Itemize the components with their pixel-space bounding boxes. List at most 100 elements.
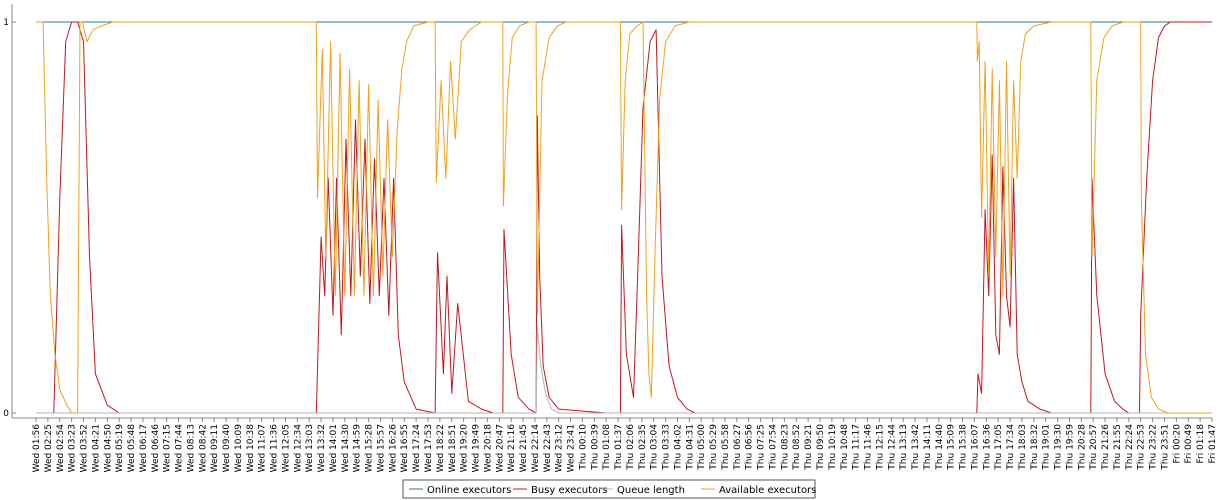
x-tick-label: Thu 16:07 (970, 424, 980, 471)
x-tick-label: Thu 22:24 (1125, 424, 1135, 471)
y-tick-label: 1 (3, 18, 9, 28)
x-tick-label: Thu 13:13 (899, 424, 909, 471)
x-tick-label: Thu 11:46 (864, 424, 874, 471)
x-tick-label: Thu 05:00 (697, 424, 707, 471)
x-tick-label: Wed 14:59 (353, 424, 363, 473)
x-tick-label: Thu 12:15 (875, 424, 885, 471)
x-tick-label: Thu 06:56 (745, 424, 755, 471)
x-tick-label: Thu 19:01 (1042, 424, 1052, 471)
x-tick-label: Wed 20:47 (495, 424, 505, 472)
x-tick-label: Wed 09:40 (222, 424, 232, 473)
x-tick-label: Wed 20:18 (483, 424, 493, 473)
x-tick-label: Thu 17:34 (1006, 424, 1016, 471)
x-tick-label: Thu 07:54 (768, 424, 778, 471)
plot-background (12, 4, 1212, 418)
x-tick-label: Wed 10:09 (234, 424, 244, 473)
x-tick-label: Thu 22:53 (1137, 424, 1147, 471)
x-tick-label: Thu 20:57 (1089, 424, 1099, 471)
x-tick-label: Wed 12:05 (281, 424, 291, 472)
x-tick-label: Thu 18:32 (1030, 424, 1040, 471)
x-tick-label: Wed 14:30 (341, 424, 351, 473)
x-tick-label: Wed 07:44 (175, 424, 185, 473)
x-tick-label: Fri 00:20 (1172, 424, 1182, 464)
x-tick-label: Wed 11:07 (258, 424, 268, 472)
x-tick-label: Thu 04:02 (673, 424, 683, 471)
x-tick-label: Wed 01:56 (32, 424, 42, 473)
legend-entry: Busy executors (531, 485, 607, 496)
x-tick-label: Wed 11:36 (270, 424, 280, 473)
x-tick-label: Wed 23:12 (555, 424, 565, 472)
x-tick-label: Thu 01:08 (602, 424, 612, 471)
x-tick-label: Thu 19:59 (1065, 424, 1075, 471)
x-tick-label: Wed 19:49 (472, 424, 482, 473)
x-tick-label: Thu 00:10 (578, 424, 588, 471)
x-tick-label: Thu 19:30 (1054, 424, 1064, 471)
x-tick-label: Wed 06:46 (151, 424, 161, 473)
x-tick-label: Wed 13:32 (317, 424, 327, 472)
x-tick-label: Thu 08:52 (792, 424, 802, 471)
x-tick-label: Thu 20:28 (1077, 424, 1087, 471)
y-axis-ticks: 01 (3, 18, 16, 419)
x-tick-label: Thu 09:50 (816, 424, 826, 471)
x-tick-label: Wed 02:54 (56, 424, 66, 473)
y-tick-label: 0 (3, 409, 9, 419)
x-tick-label: Wed 14:01 (329, 424, 339, 472)
x-tick-label: Fri 01:47 (1208, 424, 1218, 464)
x-tick-label: Wed 18:22 (436, 424, 446, 472)
x-tick-label: Wed 13:03 (305, 424, 315, 472)
x-tick-label: Wed 16:55 (400, 424, 410, 472)
x-tick-label: Wed 19:20 (460, 424, 470, 473)
legend: Online executors Busy executors Queue leng… (402, 479, 816, 499)
x-tick-label: Thu 09:21 (804, 424, 814, 471)
x-axis-ticks: Wed 01:56 Wed 02:25 Wed 02:54 Wed 03:23 Wed … (32, 418, 1218, 472)
x-tick-label: Wed 22:14 (531, 424, 541, 473)
series-lines (36, 21, 1212, 414)
series-line-busy-executors (36, 21, 1212, 414)
x-tick-label: Wed 08:13 (186, 424, 196, 472)
x-tick-label: Wed 07:15 (163, 424, 173, 472)
x-tick-label: Thu 02:06 (626, 424, 636, 471)
x-tick-label: Wed 10:38 (246, 424, 256, 473)
x-tick-label: Thu 07:25 (757, 424, 767, 471)
x-tick-label: Wed 04:21 (91, 424, 101, 472)
x-tick-label: Thu 04:31 (685, 424, 695, 471)
x-tick-label: Thu 01:37 (614, 424, 624, 471)
legend-entry: Available executors (719, 485, 816, 496)
x-tick-label: Thu 15:38 (959, 424, 969, 471)
plot-area (11, 4, 1212, 419)
x-tick-label: Wed 09:11 (210, 424, 220, 472)
x-tick-label: Thu 06:27 (733, 424, 743, 471)
x-tick-label: Wed 17:24 (412, 424, 422, 473)
x-tick-label: Thu 03:04 (650, 424, 660, 471)
x-tick-label: Wed 18:51 (448, 424, 458, 472)
x-tick-label: Wed 04:50 (103, 424, 113, 473)
x-tick-label: Fri 00:49 (1184, 424, 1194, 464)
x-tick-label: Thu 21:55 (1113, 424, 1123, 471)
x-tick-label: Thu 05:58 (721, 424, 731, 471)
x-tick-label: Wed 17:53 (424, 424, 434, 472)
x-tick-label: Thu 05:29 (709, 424, 719, 471)
legend-entry: Queue length (617, 485, 685, 496)
x-tick-label: Thu 02:35 (638, 424, 648, 471)
x-tick-label: Thu 15:09 (947, 424, 957, 471)
x-tick-label: Wed 15:28 (365, 424, 375, 473)
x-tick-label: Wed 21:45 (519, 424, 529, 472)
x-tick-label: Wed 03:52 (80, 424, 90, 472)
series-line-available-executors (36, 21, 1212, 414)
x-tick-label: Wed 21:16 (507, 424, 517, 473)
x-tick-label: Thu 23:22 (1149, 424, 1159, 471)
x-tick-label: Wed 12:34 (293, 424, 303, 473)
x-tick-label: Thu 11:17 (852, 424, 862, 471)
x-tick-label: Thu 18:03 (1018, 424, 1028, 471)
x-tick-label: Thu 10:19 (828, 424, 838, 471)
x-tick-label: Thu 03:33 (662, 424, 672, 471)
x-tick-label: Thu 21:26 (1101, 424, 1111, 471)
x-tick-label: Wed 16:26 (388, 424, 398, 473)
x-tick-label: Thu 13:42 (911, 424, 921, 471)
x-tick-label: Wed 22:43 (543, 424, 553, 472)
x-tick-label: Thu 08:23 (780, 424, 790, 471)
x-tick-label: Wed 05:19 (115, 424, 125, 473)
legend-entry: Online executors (427, 485, 511, 496)
x-tick-label: Thu 16:36 (982, 424, 992, 471)
